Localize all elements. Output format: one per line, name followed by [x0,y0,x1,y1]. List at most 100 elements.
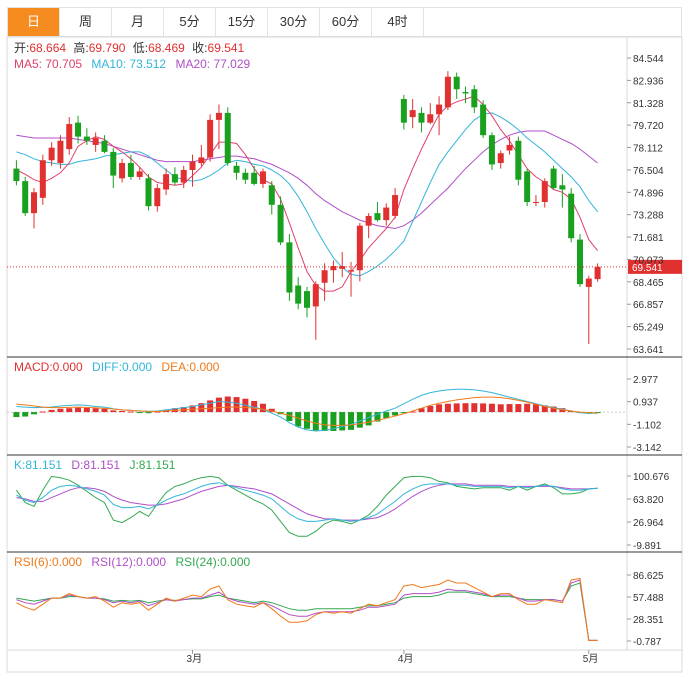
macd-label: MACD:0.000 [14,360,83,374]
tab-month[interactable]: 月 [112,8,164,36]
macd-bar [400,412,407,414]
open-label: 开: [14,41,29,55]
candle-body [550,168,557,189]
candle-body [83,136,90,141]
candle-body [400,98,407,123]
candle-body [119,163,126,179]
price-tick-label: 68.465 [633,278,664,289]
tab-week[interactable]: 周 [60,8,112,36]
macd-bar [207,400,214,413]
macd-bar [312,412,319,431]
rsi-readout: RSI(6):0.000 RSI(12):0.000 RSI(24):0.000 [14,555,250,569]
candle-body [66,124,73,150]
rsi-tick-label: 57.488 [633,593,664,604]
candle-body [585,278,592,287]
price-tick-label: 84.544 [633,54,664,65]
kdj-tick-label: 63.820 [633,495,664,506]
candle-body [374,213,381,221]
candle-body [532,202,539,204]
tab-30min[interactable]: 30分 [268,8,320,36]
candle-body [506,144,513,151]
macd-bar [304,412,310,429]
candle-body [207,119,214,158]
price-tick-label: 73.288 [633,211,664,222]
rsi6-label: RSI(6):0.000 [14,555,82,569]
macd-bar [427,405,434,413]
tab-4hour[interactable]: 4时 [372,8,424,36]
candle-body [154,188,161,207]
macd-bar [127,411,134,413]
macd-bar [480,403,487,413]
candle-body [92,137,99,145]
macd-bar [286,412,293,421]
macd-bar [497,404,504,413]
macd-bar [110,410,117,413]
candle-body [251,172,258,184]
macd-readout: MACD:0.000 DIFF:0.000 DEA:0.000 [14,360,220,374]
macd-bar [348,412,355,430]
candle-body [31,192,38,214]
candle-body [576,239,583,285]
macd-bar [444,403,451,413]
open-value: 68.664 [29,41,66,55]
macd-bar [532,404,539,413]
candle-body [198,157,205,164]
price-tick-label: 79.720 [633,121,664,132]
macd-bar [119,410,126,413]
macd-tick-label: 2.977 [633,375,658,386]
candle-body [127,163,134,177]
macd-bar [436,404,443,413]
kdj-tick-label: 26.964 [633,518,664,529]
candle-body [171,174,178,183]
candle-body [110,151,117,176]
candle-body [436,104,443,115]
candle-body [453,76,460,90]
macd-bar [418,408,425,413]
macd-bar [462,403,469,413]
candle-body [568,193,575,239]
macd-bar [101,408,108,413]
macd-bar [356,412,363,428]
macd-bar [453,403,460,413]
macd-bar [488,403,495,413]
candle-body [304,291,310,308]
macd-bar [189,405,196,413]
ma5-line [16,95,598,292]
macd-bar [330,412,337,431]
candle-body [39,160,46,198]
candle-body [541,181,548,203]
macd-bar [92,408,99,413]
candle-body [392,195,399,216]
kdj-tick-label: -9.891 [633,541,662,552]
x-tick-label: 3月 [187,653,203,665]
j-label: J:81.151 [129,458,175,472]
ma10-label: MA10: 73.512 [91,57,166,71]
macd-bar [31,412,38,415]
macd-bar [233,397,240,413]
macd-bar [339,412,346,431]
tab-60min[interactable]: 60分 [320,8,372,36]
candle-body [480,104,487,136]
candle-body [524,171,531,203]
d-line [16,483,598,521]
candle-body [75,122,82,137]
tab-5min[interactable]: 5分 [164,8,216,36]
j-line [15,475,598,537]
candle-body [515,140,522,180]
macd-bar [515,404,522,413]
candle-body [559,185,566,190]
candle-body [471,89,478,108]
tab-day[interactable]: 日 [8,8,60,36]
macd-tick-label: 0.937 [633,398,658,409]
price-tick-label: 82.936 [633,76,664,87]
tab-15min[interactable]: 15分 [216,8,268,36]
price-tick-label: 74.896 [633,188,664,199]
macd-bar [383,412,390,419]
macd-bar [524,403,531,413]
macd-bar [136,412,143,414]
macd-tick-label: -3.142 [633,443,662,454]
rsi24-label: RSI(24):0.000 [175,555,250,569]
macd-bar [268,408,275,413]
macd-bar [550,406,557,413]
